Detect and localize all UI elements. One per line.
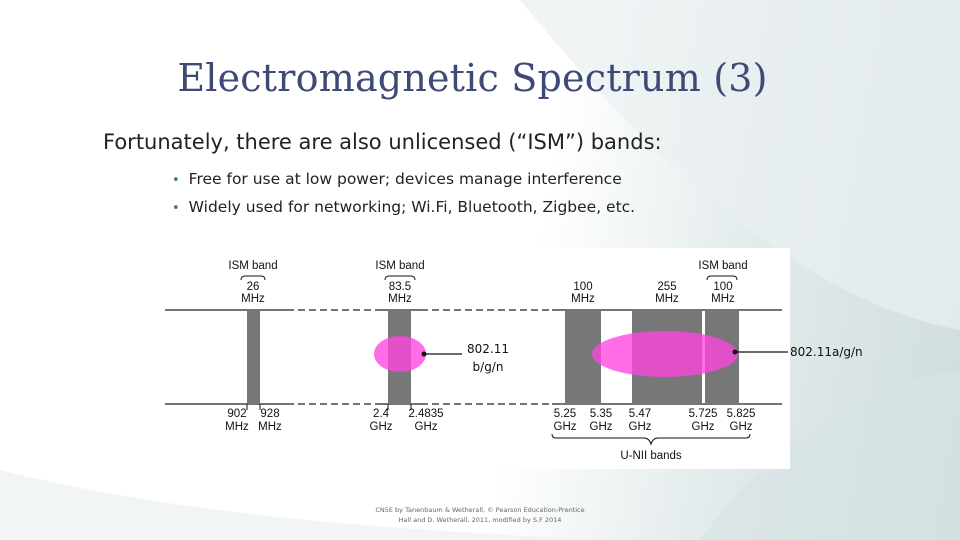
freq-535-value: 5.35 [590, 408, 612, 420]
band-900mhz [247, 310, 260, 404]
bullet-text: Widely used for networking; Wi.Fi, Bluet… [188, 198, 636, 216]
wifi-bgn-line2: b/g/n [472, 360, 504, 374]
wifi-bgn-label: 802.11 b/g/n [462, 340, 514, 376]
bandwidth-24-value: 83.5 [389, 281, 411, 293]
freq-5725-value: 5.725 [689, 408, 718, 420]
freq-535-unit: GHz [590, 421, 613, 433]
credit-line-1: CN5E by Tanenbaum & Wetherall, © Pearson… [375, 506, 585, 514]
bandwidth-52-value: 100 [573, 281, 592, 293]
bullet-list: • Free for use at low power; devices mana… [172, 168, 635, 224]
intro-text: Fortunately, there are also unlicensed (… [103, 130, 662, 154]
credit-footer: CN5E by Tanenbaum & Wetherall, © Pearson… [360, 505, 600, 525]
bullet-icon: • [172, 173, 180, 188]
freq-902-value: 902 [227, 408, 246, 420]
bullet-icon: • [172, 201, 180, 216]
bandwidth-24-unit: MHz [388, 293, 412, 305]
bandwidth-900-unit: MHz [241, 293, 265, 305]
ism-band-label-24: ISM band [375, 260, 424, 272]
bandwidth-57-value: 100 [713, 281, 732, 293]
freq-547-value: 5.47 [629, 408, 651, 420]
bandwidth-55-value: 255 [657, 281, 676, 293]
bullet-text: Free for use at low power; devices manag… [188, 170, 622, 188]
freq-2400-unit: GHz [370, 421, 393, 433]
tick-marks [246, 404, 412, 410]
spectrum-diagram: ISM band ISM band ISM band 26 MHz 83.5 M… [165, 260, 782, 462]
freq-24835-unit: GHz [415, 421, 438, 433]
bandwidth-52-unit: MHz [571, 293, 595, 305]
unii-bracket [551, 433, 751, 446]
bullet-item: • Widely used for networking; Wi.Fi, Blue… [172, 196, 635, 224]
slide-title: Electromagnetic Spectrum (3) [177, 56, 768, 100]
ism-band-label-58: ISM band [698, 260, 747, 272]
freq-5825-unit: GHz [730, 421, 753, 433]
freq-547-unit: GHz [629, 421, 652, 433]
freq-928-value: 928 [260, 408, 279, 420]
freq-24835-value: 2.4835 [408, 408, 443, 420]
freq-902-unit: MHz [225, 421, 249, 433]
bandwidth-900-value: 26 [247, 281, 260, 293]
freq-2400-value: 2.4 [373, 408, 390, 420]
highlight-5ghz [592, 331, 738, 377]
unii-bands-label: U-NII bands [620, 450, 682, 462]
bandwidth-57-unit: MHz [711, 293, 735, 305]
freq-5725-unit: GHz [692, 421, 715, 433]
highlight-24ghz [374, 336, 426, 372]
freq-525-value: 5.25 [554, 408, 576, 420]
freq-525-unit: GHz [554, 421, 577, 433]
bullet-item: • Free for use at low power; devices mana… [172, 168, 635, 196]
spectrum-figure: ISM band ISM band ISM band 26 MHz 83.5 M… [157, 248, 790, 469]
freq-928-unit: MHz [258, 421, 282, 433]
wifi-bgn-line1: 802.11 [467, 342, 509, 356]
freq-5825-value: 5.825 [727, 408, 756, 420]
credit-line-2: Hall and D. Wetherall, 2011, modified by… [398, 516, 562, 524]
wifi-agn-label: 802.11a/g/n [790, 345, 863, 359]
top-brackets [240, 275, 738, 281]
ism-band-label-900: ISM band [228, 260, 277, 272]
bandwidth-55-unit: MHz [655, 293, 679, 305]
